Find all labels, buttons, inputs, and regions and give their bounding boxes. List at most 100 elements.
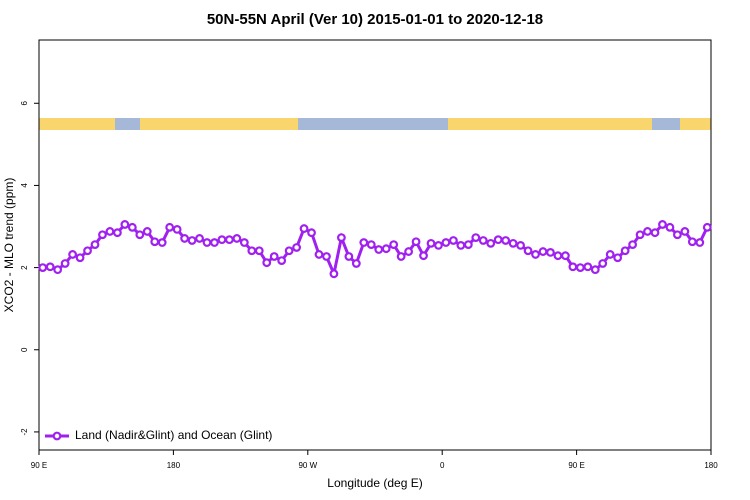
data-point [702, 222, 712, 232]
data-point [165, 222, 175, 232]
data-point [45, 262, 55, 272]
data-point [366, 240, 376, 249]
data-point [254, 246, 264, 256]
data-point [516, 241, 525, 250]
data-point [486, 238, 496, 248]
data-point [284, 246, 294, 256]
chart-title: 50N-55N April (Ver 10) 2015-01-01 to 202… [207, 11, 543, 28]
data-point [441, 238, 451, 247]
land-ocean-strip [39, 118, 711, 130]
data-point [493, 235, 503, 245]
data-point [359, 238, 369, 247]
data-point [374, 245, 384, 254]
data-point [307, 228, 316, 238]
x-tick-label: 90 E [568, 461, 584, 470]
data-point [262, 258, 272, 268]
data-point [575, 263, 585, 272]
data-point [426, 238, 436, 248]
data-point [680, 227, 690, 236]
data-point [665, 222, 675, 232]
x-tick-label: 0 [440, 461, 445, 470]
legend-label: Land (Nadir&Glint) and Ocean (Glint) [75, 428, 272, 442]
data-point [351, 259, 361, 268]
data-point [337, 233, 346, 243]
data-point [202, 238, 212, 247]
data-point [538, 247, 548, 256]
data-point [299, 224, 309, 233]
data-point [523, 246, 533, 256]
y-tick-label: 0 [20, 347, 29, 352]
data-point [344, 252, 354, 261]
data-point [568, 262, 578, 272]
data-point [605, 250, 615, 259]
data-point [561, 251, 570, 261]
y-tick-label: 2 [20, 265, 29, 270]
data-point [247, 246, 257, 256]
data-point [643, 227, 652, 236]
data-point [53, 265, 63, 275]
data-point [292, 243, 302, 252]
data-point [389, 240, 399, 249]
data-point [673, 230, 682, 240]
data-point [531, 250, 540, 259]
data-point [239, 238, 249, 247]
data-point [217, 235, 227, 245]
x-axis-label: Longitude (deg E) [327, 476, 422, 490]
data-point [210, 238, 219, 247]
data-point [471, 233, 481, 243]
data-point [508, 238, 518, 248]
data-point [419, 251, 428, 261]
data-point [434, 241, 443, 250]
data-point [635, 230, 645, 240]
data-point [411, 237, 421, 247]
data-point [687, 237, 697, 247]
data-point [157, 238, 167, 247]
data-point [620, 246, 630, 256]
data-point [232, 234, 242, 243]
data-point [150, 237, 160, 247]
data-point [590, 265, 600, 275]
data-point [127, 222, 137, 232]
data-point [501, 236, 511, 245]
data-point [478, 236, 488, 245]
data-point [628, 240, 637, 249]
data-point [75, 253, 85, 263]
data-point [142, 227, 152, 236]
data-point [277, 256, 287, 266]
data-point [381, 244, 391, 254]
data-point [180, 234, 190, 243]
data-point [329, 269, 339, 279]
data-point [38, 263, 48, 272]
data-point [396, 252, 406, 261]
data-point [322, 252, 331, 261]
x-tick-label: 90 W [298, 461, 317, 470]
data-point [60, 259, 70, 268]
data-point [224, 235, 234, 245]
plot-frame [38, 39, 712, 451]
x-tick-label: 180 [704, 461, 718, 470]
y-tick-label: -2 [20, 428, 29, 436]
data-point [613, 253, 623, 263]
y-tick-label: 6 [20, 100, 29, 105]
data-point [583, 262, 593, 272]
data-point [269, 252, 279, 261]
data-point [314, 250, 324, 259]
data-point [172, 224, 182, 234]
data-point [658, 220, 667, 229]
data-point [187, 236, 197, 245]
data-point [404, 247, 414, 256]
data-point [135, 230, 145, 240]
data-point [463, 240, 473, 249]
data-point [112, 228, 122, 238]
data-point [456, 241, 466, 250]
legend-marker [52, 431, 62, 441]
data-point [98, 230, 107, 240]
data-point [83, 246, 92, 256]
x-tick-label: 180 [167, 461, 181, 470]
data-point [449, 236, 458, 245]
data-point [68, 250, 77, 259]
data-point [553, 251, 563, 261]
y-axis-label: XCO2 - MLO trend (ppm) [2, 178, 16, 313]
data-point [650, 228, 660, 238]
